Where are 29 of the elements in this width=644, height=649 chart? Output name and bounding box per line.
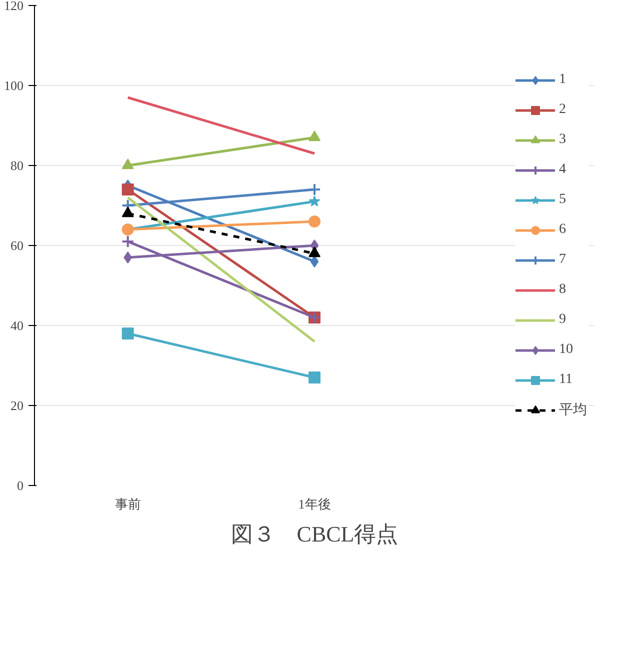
legend-label: 11 [559, 372, 574, 388]
legend-label: 4 [559, 162, 567, 178]
legend-label: 5 [559, 192, 567, 208]
x-tick-label: 1年後 [298, 496, 331, 512]
point [308, 216, 320, 228]
point [308, 372, 320, 384]
x-tick-label: 事前 [114, 496, 141, 512]
y-tick-label: 120 [4, 0, 24, 13]
y-tick-label: 100 [4, 78, 24, 93]
y-tick-label: 20 [10, 398, 24, 413]
legend-label: 8 [559, 282, 567, 298]
point [122, 328, 134, 340]
legend-label: 1 [559, 72, 567, 88]
y-tick-label: 0 [17, 478, 24, 493]
y-tick-label: 80 [10, 158, 24, 173]
legend-label: 10 [559, 342, 574, 358]
y-tick-label: 60 [10, 238, 24, 253]
legend-label: 2 [559, 102, 567, 118]
legend-label: 3 [559, 132, 567, 148]
legend-label: 9 [559, 312, 567, 328]
point [308, 183, 321, 196]
y-tick-label: 40 [10, 318, 24, 333]
text: 図３ CBCL得点 [230, 522, 398, 546]
legend-label: 6 [559, 222, 567, 238]
legend-label: 平均 [559, 402, 588, 419]
point [310, 256, 319, 268]
legend-label: 7 [559, 252, 567, 268]
point [308, 196, 320, 206]
point [121, 235, 134, 248]
